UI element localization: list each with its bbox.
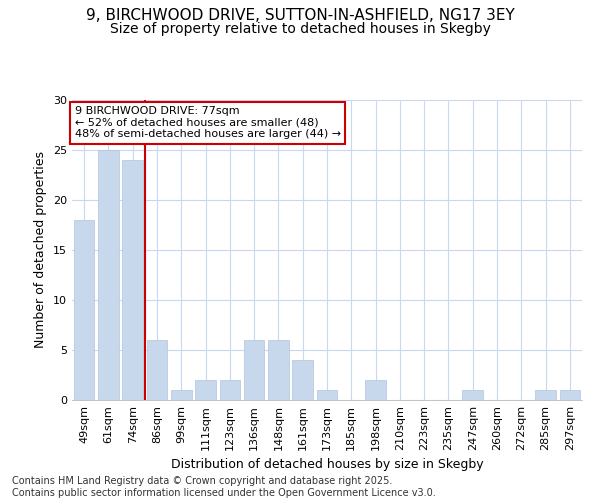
Bar (220, 380, 240, 400)
Bar (74, 220, 94, 400)
Bar (146, 340, 167, 400)
Bar (463, 390, 483, 400)
Bar (244, 340, 265, 400)
Bar (122, 160, 143, 400)
Bar (268, 340, 289, 400)
Bar (317, 390, 337, 400)
Y-axis label: Number of detached properties: Number of detached properties (34, 152, 47, 348)
Bar (195, 380, 216, 400)
Text: Contains HM Land Registry data © Crown copyright and database right 2025.
Contai: Contains HM Land Registry data © Crown c… (12, 476, 436, 498)
Bar (560, 390, 580, 400)
Bar (98, 150, 119, 400)
Bar (292, 360, 313, 400)
Text: 9, BIRCHWOOD DRIVE, SUTTON-IN-ASHFIELD, NG17 3EY: 9, BIRCHWOOD DRIVE, SUTTON-IN-ASHFIELD, … (86, 8, 514, 22)
Bar (365, 380, 386, 400)
Text: 9 BIRCHWOOD DRIVE: 77sqm
← 52% of detached houses are smaller (48)
48% of semi-d: 9 BIRCHWOOD DRIVE: 77sqm ← 52% of detach… (74, 106, 341, 139)
Bar (171, 390, 191, 400)
Text: Size of property relative to detached houses in Skegby: Size of property relative to detached ho… (110, 22, 490, 36)
X-axis label: Distribution of detached houses by size in Skegby: Distribution of detached houses by size … (170, 458, 484, 471)
Bar (535, 390, 556, 400)
